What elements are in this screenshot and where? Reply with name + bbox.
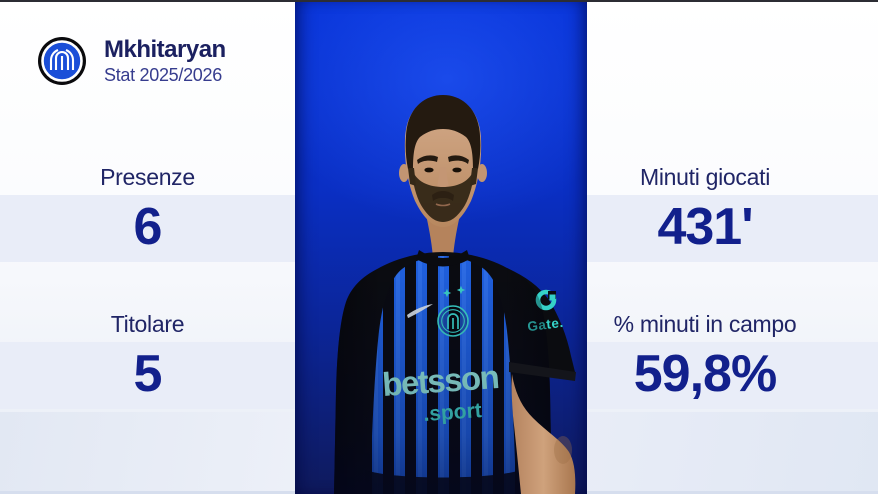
stat-label-minuti-giocati: Minuti giocati bbox=[639, 164, 771, 190]
stat-value-percent-minuti: 59,8% bbox=[633, 345, 777, 403]
season-subtitle: Stat 2025/2026 bbox=[104, 64, 222, 85]
stat-label-presenze: Presenze bbox=[100, 164, 195, 190]
player-right-arm bbox=[511, 374, 576, 494]
stat-value-minuti-giocati: 431' bbox=[657, 198, 753, 256]
player-neck bbox=[425, 210, 461, 258]
stat-value-titolare: 5 bbox=[133, 345, 163, 403]
inter-crest-icon bbox=[38, 37, 86, 85]
stat-label-titolare: Titolare bbox=[110, 311, 185, 337]
stats-column-right: Minuti giocati 431' % minuti in campo 59… bbox=[587, 0, 823, 494]
top-border-line bbox=[0, 0, 878, 2]
stats-column-left: Presenze 6 Titolare 5 bbox=[0, 0, 295, 494]
player-hair bbox=[405, 95, 481, 169]
player-photo-panel: Gate. betsson .sport bbox=[295, 0, 587, 494]
player-name-title: Mkhitaryan bbox=[104, 35, 226, 63]
stat-value-presenze: 6 bbox=[133, 198, 163, 256]
player-photo: Gate. betsson .sport bbox=[334, 95, 576, 494]
header-titles: Mkhitaryan Stat 2025/2026 bbox=[104, 35, 226, 86]
stat-label-percent-minuti: % minuti in campo bbox=[613, 311, 797, 337]
header: Mkhitaryan Stat 2025/2026 bbox=[37, 36, 226, 86]
